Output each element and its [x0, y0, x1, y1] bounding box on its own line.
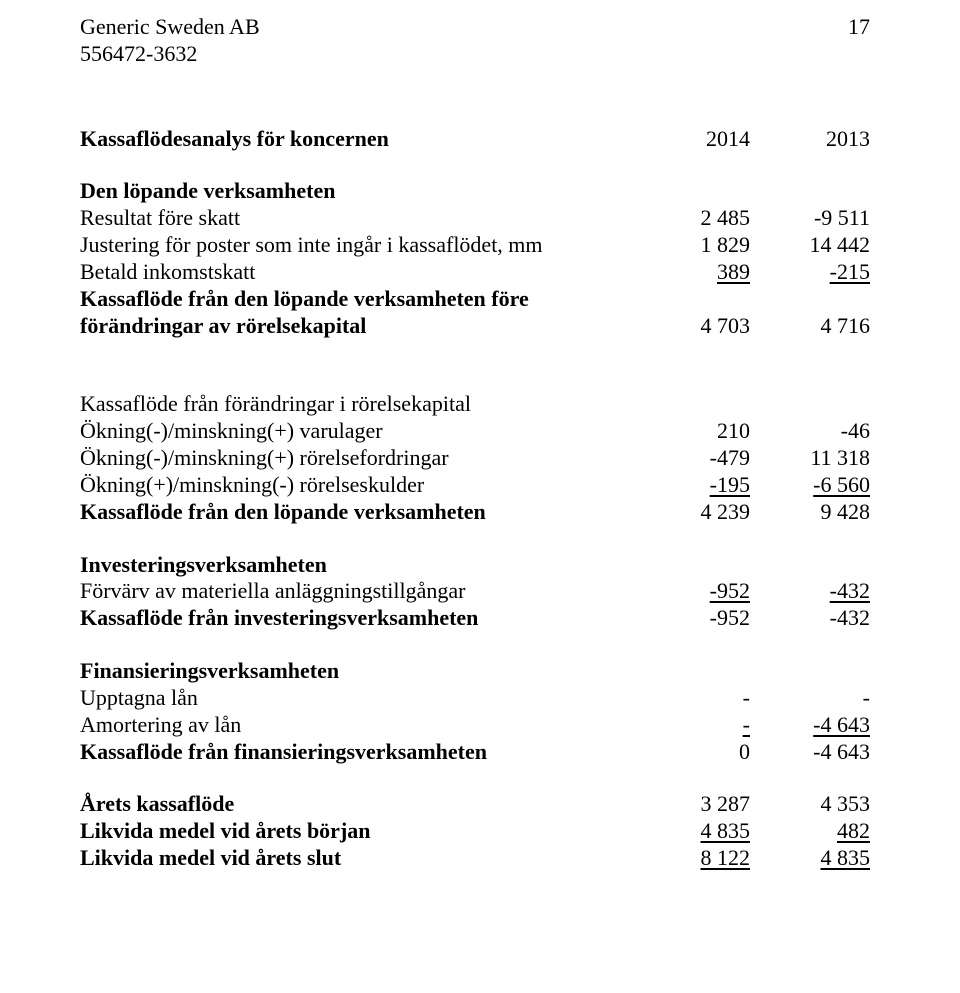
row-val-a: 4 835 — [630, 818, 750, 845]
cashflow-table: Kassaflödesanalys för koncernen 2014 201… — [80, 126, 870, 872]
table-row: Ökning(-)/minskning(+) rörelsefordringar… — [80, 445, 870, 472]
company-org-number: 556472-3632 — [80, 41, 870, 68]
table-row: Förvärv av materiella anläggningstillgån… — [80, 578, 870, 605]
page: Generic Sweden AB 556472-3632 17 Kassafl… — [0, 0, 960, 993]
total-row: Likvida medel vid årets början 4 835 482 — [80, 818, 870, 845]
table-row: Upptagna lån - - — [80, 685, 870, 712]
row-val-b: 11 318 — [750, 445, 870, 472]
row-val-a: 4 239 — [630, 499, 750, 526]
row-val-a: 0 — [630, 739, 750, 766]
row-val-a: 2 485 — [630, 205, 750, 232]
row-val-b: - — [750, 685, 870, 712]
row-val-b: -432 — [750, 605, 870, 632]
row-val-a: 4 703 — [630, 313, 750, 340]
row-val-b: -4 643 — [750, 712, 870, 739]
subtotal-row: Kassaflöde från den löpande verksamheten… — [80, 499, 870, 526]
row-val-b: 4 353 — [750, 791, 870, 818]
row-label: Likvida medel vid årets slut — [80, 845, 630, 872]
row-label: förändringar av rörelsekapital — [80, 313, 630, 340]
row-val-a: -195 — [630, 472, 750, 499]
row-val-a: -479 — [630, 445, 750, 472]
heading-text: Finansieringsverksamheten — [80, 658, 630, 685]
row-label: Amortering av lån — [80, 712, 630, 739]
row-val-b: 9 428 — [750, 499, 870, 526]
row-label: Kassaflöde från den löpande verksamheten… — [80, 286, 630, 313]
row-val-a: 210 — [630, 418, 750, 445]
table-row: Justering för poster som inte ingår i ka… — [80, 232, 870, 259]
row-val-b: -215 — [750, 259, 870, 286]
section-heading: Den löpande verksamheten — [80, 178, 870, 205]
table-title: Kassaflödesanalys för koncernen — [80, 126, 630, 153]
page-number: 17 — [848, 14, 870, 41]
row-label: Upptagna lån — [80, 685, 630, 712]
row-val-a: -952 — [630, 605, 750, 632]
subtotal-row: Kassaflöde från investeringsverksamheten… — [80, 605, 870, 632]
row-val-a: - — [630, 712, 750, 739]
row-val-a: 8 122 — [630, 845, 750, 872]
row-label: Resultat före skatt — [80, 205, 630, 232]
row-label: Kassaflöde från investeringsverksamheten — [80, 605, 630, 632]
row-label: Kassaflöde från finansieringsverksamhete… — [80, 739, 630, 766]
table-row: Resultat före skatt 2 485 -9 511 — [80, 205, 870, 232]
total-row: Årets kassaflöde 3 287 4 353 — [80, 791, 870, 818]
row-label: Ökning(-)/minskning(+) varulager — [80, 418, 630, 445]
row-val-b: -4 643 — [750, 739, 870, 766]
row-val-a: 3 287 — [630, 791, 750, 818]
row-val-b: 4 716 — [750, 313, 870, 340]
row-val-b: -6 560 — [750, 472, 870, 499]
row-val-b: 14 442 — [750, 232, 870, 259]
table-row: Kassaflöde från förändringar i rörelseka… — [80, 391, 870, 418]
row-val-a: 1 829 — [630, 232, 750, 259]
row-label: Förvärv av materiella anläggningstillgån… — [80, 578, 630, 605]
row-val-b: 482 — [750, 818, 870, 845]
table-row: förändringar av rörelsekapital 4 703 4 7… — [80, 313, 870, 340]
table-row: Kassaflöde från den löpande verksamheten… — [80, 286, 870, 313]
row-val-b: -46 — [750, 418, 870, 445]
row-label: Likvida medel vid årets början — [80, 818, 630, 845]
row-label: Årets kassaflöde — [80, 791, 630, 818]
row-val-a: -952 — [630, 578, 750, 605]
table-row: Ökning(-)/minskning(+) varulager 210 -46 — [80, 418, 870, 445]
row-val-b: -432 — [750, 578, 870, 605]
heading-text: Den löpande verksamheten — [80, 178, 630, 205]
total-row: Likvida medel vid årets slut 8 122 4 835 — [80, 845, 870, 872]
section-heading: Investeringsverksamheten — [80, 552, 870, 579]
title-row: Kassaflödesanalys för koncernen 2014 201… — [80, 126, 870, 153]
row-label: Betald inkomstskatt — [80, 259, 630, 286]
row-val-b: 4 835 — [750, 845, 870, 872]
table-row: Amortering av lån - -4 643 — [80, 712, 870, 739]
subtotal-row: Kassaflöde från finansieringsverksamhete… — [80, 739, 870, 766]
page-header: Generic Sweden AB 556472-3632 17 — [80, 14, 870, 68]
table-row: Ökning(+)/minskning(-) rörelseskulder -1… — [80, 472, 870, 499]
row-label: Kassaflöde från den löpande verksamheten — [80, 499, 630, 526]
section-heading: Finansieringsverksamheten — [80, 658, 870, 685]
row-val-a: 389 — [630, 259, 750, 286]
row-val-a: - — [630, 685, 750, 712]
row-val-b: -9 511 — [750, 205, 870, 232]
year-col-b: 2013 — [750, 126, 870, 153]
year-col-a: 2014 — [630, 126, 750, 153]
table-row: Betald inkomstskatt 389 -215 — [80, 259, 870, 286]
company-name: Generic Sweden AB — [80, 14, 870, 41]
row-label: Ökning(-)/minskning(+) rörelsefordringar — [80, 445, 630, 472]
heading-text: Investeringsverksamheten — [80, 552, 630, 579]
row-label: Justering för poster som inte ingår i ka… — [80, 232, 630, 259]
row-label: Kassaflöde från förändringar i rörelseka… — [80, 391, 630, 418]
row-label: Ökning(+)/minskning(-) rörelseskulder — [80, 472, 630, 499]
